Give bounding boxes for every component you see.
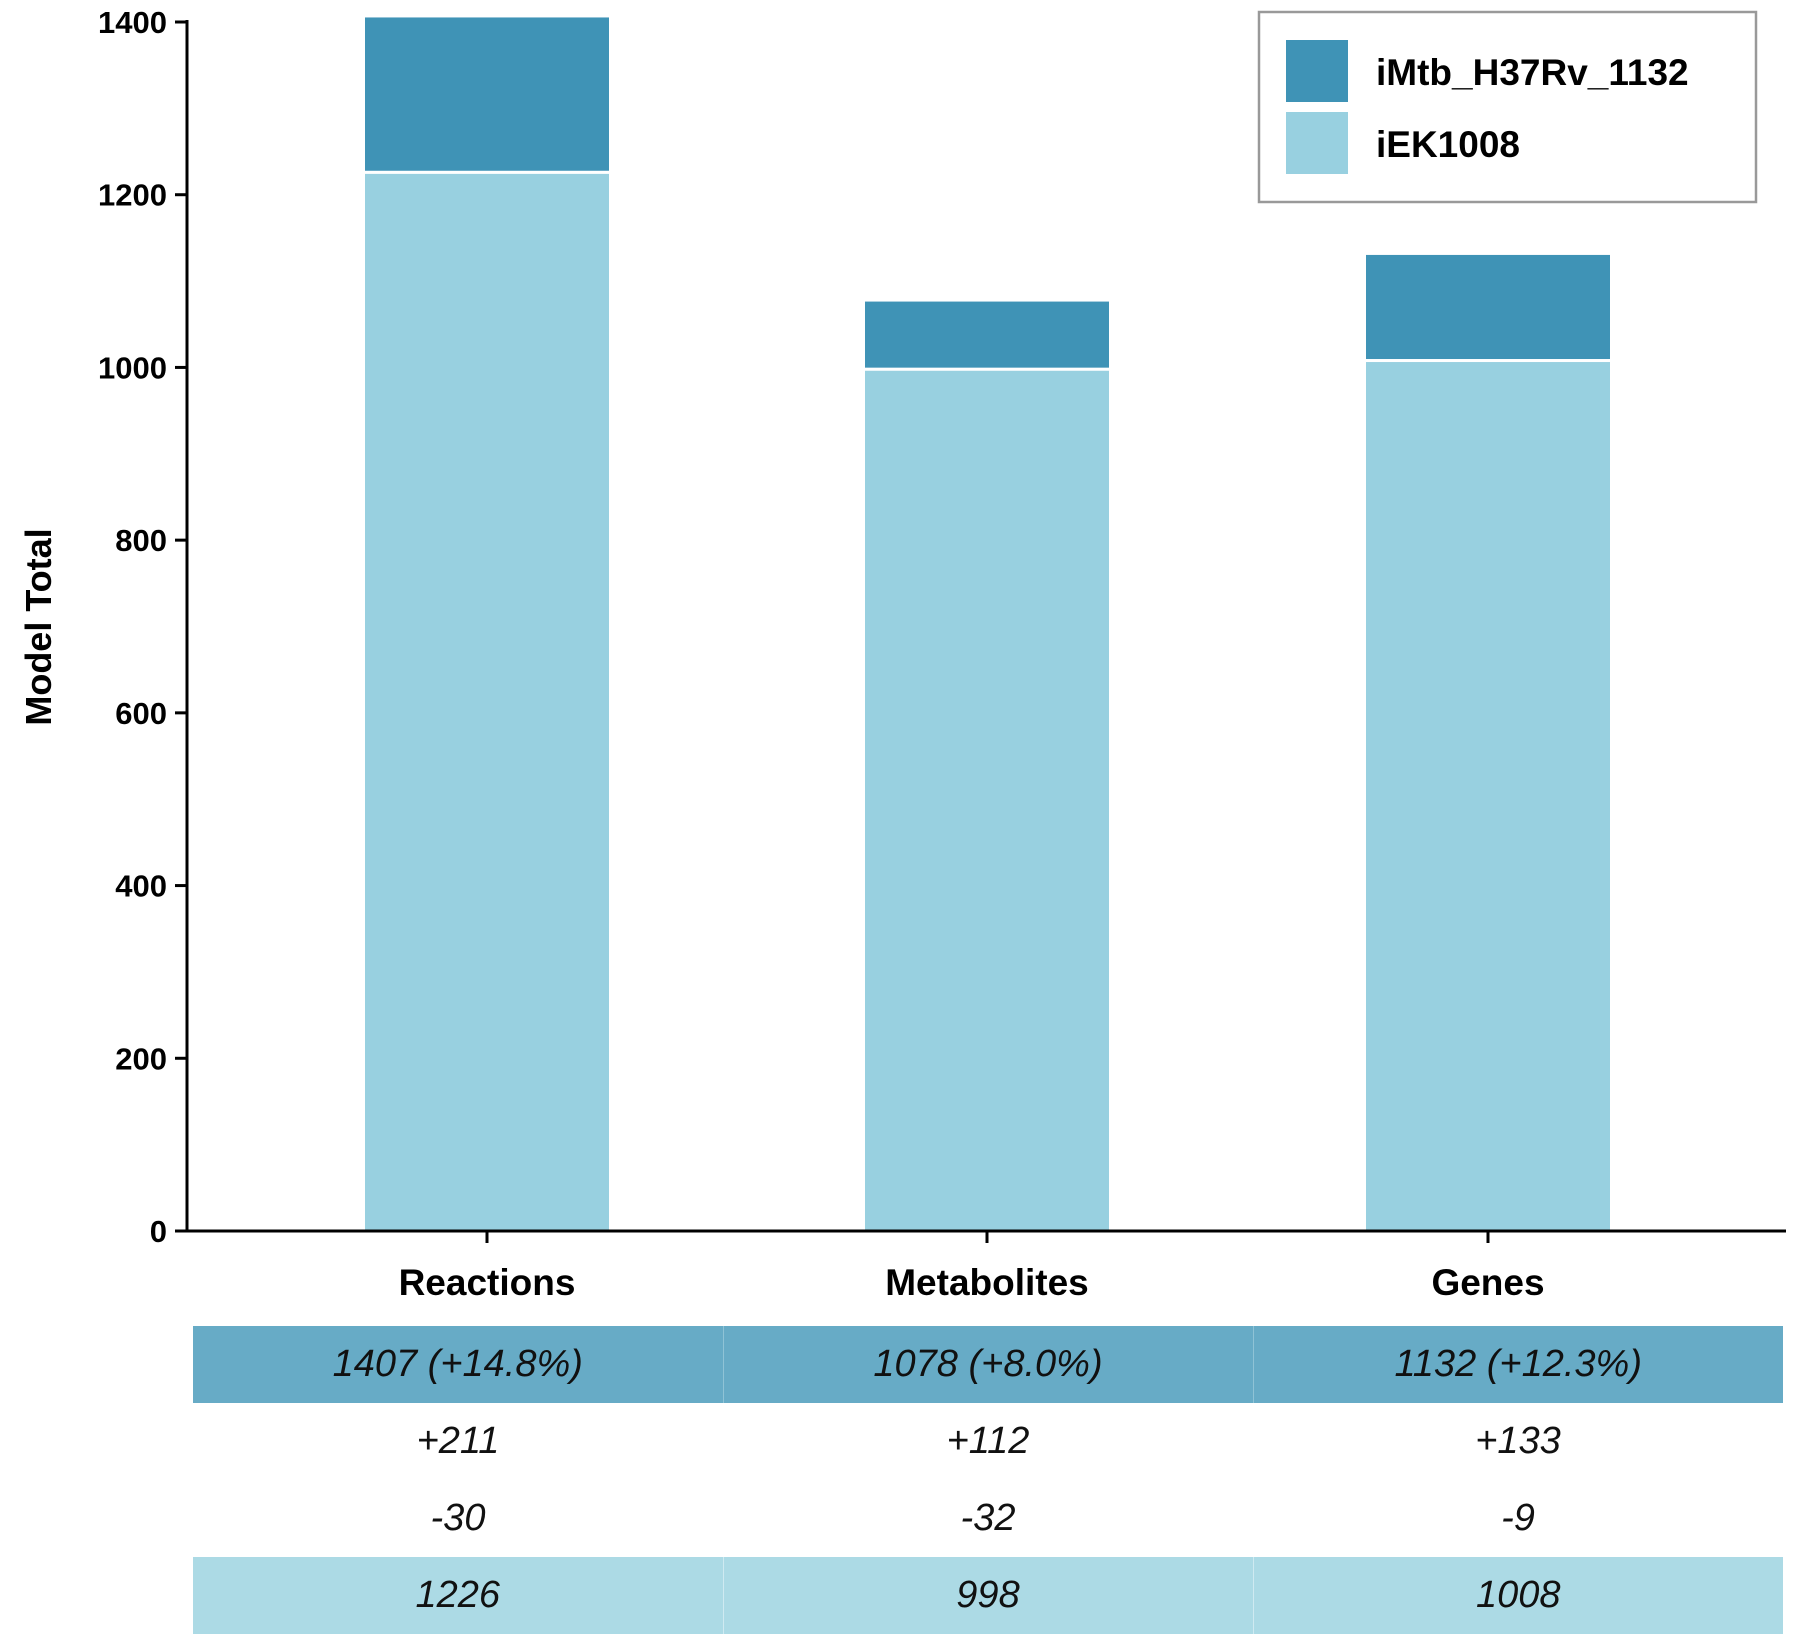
table-row-total: 1407 (+14.8%) 1078 (+8.0%) 1132 (+12.3%): [193, 1326, 1783, 1403]
bar-genes-imtb-h37rv-1132: [1363, 251, 1613, 363]
summary-table: 1407 (+14.8%) 1078 (+8.0%) 1132 (+12.3%) +2…: [193, 1326, 1783, 1634]
y-axis: 0 200 400 600 800 1000 1200 1400: [98, 5, 189, 1249]
y-tick-label-1000: 1000: [98, 350, 167, 385]
legend-swatch-imtb: [1286, 40, 1348, 102]
bar-reactions-iek1008: [362, 170, 612, 1233]
x-tick-label-metabolites: Metabolites: [885, 1262, 1089, 1303]
table-cell-removed-reactions: -30: [430, 1497, 486, 1539]
bar-metabolites-iek1008: [862, 367, 1112, 1233]
table-row-base: 1226 998 1008: [193, 1557, 1783, 1634]
y-tick-label-400: 400: [115, 869, 167, 904]
table-cell-added-reactions: +211: [416, 1420, 500, 1462]
legend: iMtb_H37Rv_1132 iEK1008: [1257, 10, 1758, 204]
bar-reactions-imtb-h37rv-1132: [362, 14, 612, 174]
table-cell-base-reactions: 1226: [193, 1557, 723, 1634]
table-cell-base-genes: 1008: [1252, 1557, 1783, 1634]
legend-label-iek: iEK1008: [1376, 124, 1520, 165]
table-row-removed: -30 -32 -9: [193, 1480, 1783, 1557]
y-tick-label-1200: 1200: [98, 178, 167, 213]
y-tick-label-600: 600: [115, 696, 167, 731]
table-cell-removed-metabolites: -32: [960, 1497, 1016, 1539]
y-tick-label-800: 800: [115, 523, 167, 558]
bars-group: [362, 14, 1613, 1233]
y-tick-label-0: 0: [150, 1214, 167, 1249]
table-cell-total-metabolites: 1078 (+8.0%): [722, 1326, 1253, 1403]
x-axis: Reactions Metabolites Genes: [187, 1229, 1786, 1303]
y-axis-title: Model Total: [18, 528, 59, 725]
x-tick-label-genes: Genes: [1431, 1262, 1544, 1303]
bar-metabolites-imtb-h37rv-1132: [862, 298, 1112, 371]
bar-genes-iek1008: [1363, 359, 1613, 1233]
table-cell-base-metabolites: 998: [722, 1557, 1253, 1634]
table-cell-total-reactions: 1407 (+14.8%): [193, 1326, 723, 1403]
y-tick-label-200: 200: [115, 1041, 167, 1076]
table-cell-total-genes: 1132 (+12.3%): [1252, 1326, 1783, 1403]
legend-swatch-iek: [1286, 112, 1348, 174]
stacked-bar-chart: 0 200 400 600 800 1000 1200 1400 Reactions Metab…: [18, 5, 1786, 1303]
table-row-added: +211 +112 +133: [193, 1403, 1783, 1480]
legend-label-imtb: iMtb_H37Rv_1132: [1376, 52, 1689, 93]
table-cell-removed-genes: -9: [1501, 1497, 1535, 1539]
x-tick-label-reactions: Reactions: [399, 1262, 576, 1303]
table-cell-added-metabolites: +112: [946, 1420, 1030, 1462]
y-tick-label-1400: 1400: [98, 5, 167, 40]
table-cell-added-genes: +133: [1475, 1420, 1561, 1462]
